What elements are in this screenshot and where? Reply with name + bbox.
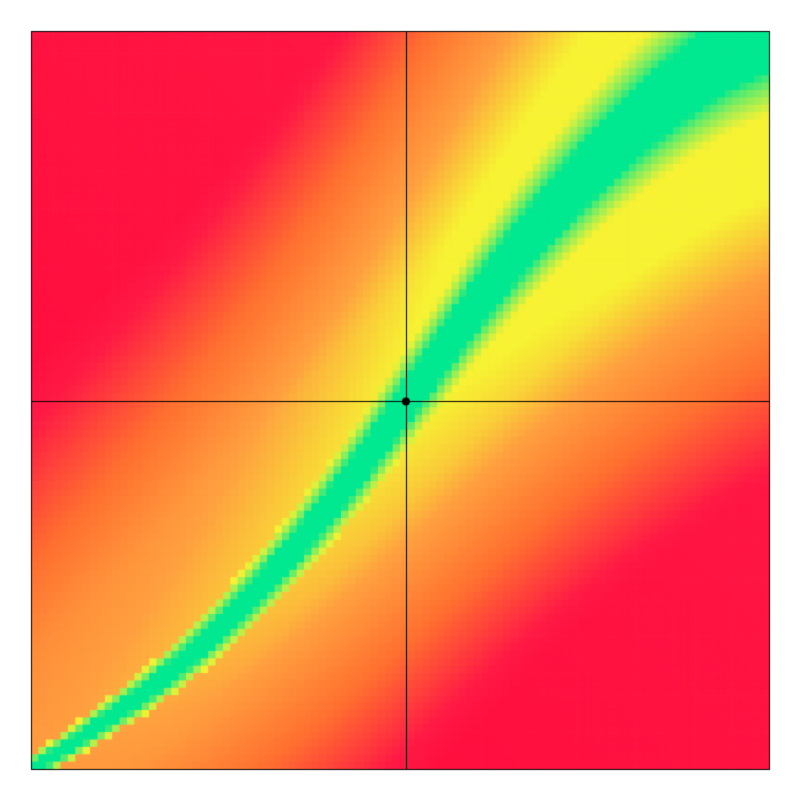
chart-container: TheBottleneck.com	[0, 0, 800, 800]
heatmap-canvas	[0, 0, 800, 800]
